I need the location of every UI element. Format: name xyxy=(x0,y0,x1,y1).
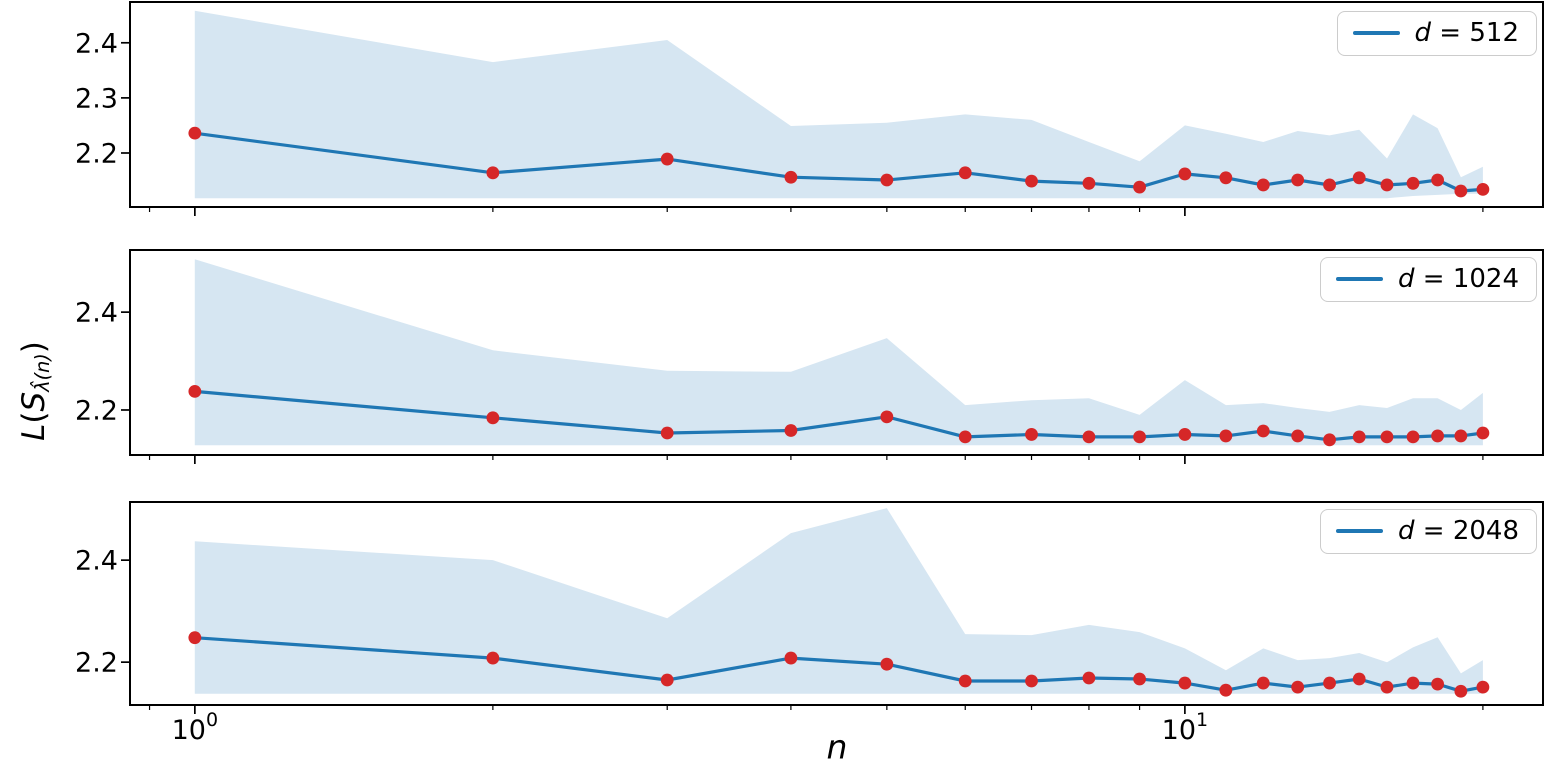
ylabel-close-paren: ) xyxy=(16,341,52,354)
x-axis-label: n xyxy=(827,728,848,767)
legend-label: d = 1024 xyxy=(1398,264,1519,294)
svg-text:2.2: 2.2 xyxy=(75,648,118,679)
svg-text:101: 101 xyxy=(1162,709,1208,746)
svg-text:2.4: 2.4 xyxy=(75,28,118,59)
legend-label: d = 512 xyxy=(1415,18,1519,48)
legend-line-sample xyxy=(1352,31,1400,35)
svg-text:2.4: 2.4 xyxy=(75,546,118,577)
svg-text:2.3: 2.3 xyxy=(75,83,118,114)
legend-var: d xyxy=(1397,264,1415,294)
legend-sep: = xyxy=(1414,264,1453,294)
x-axis-label-text: n xyxy=(826,727,848,767)
legend-d2048: d = 2048 xyxy=(1319,509,1537,554)
legend-var: d xyxy=(1414,18,1432,48)
svg-text:2.2: 2.2 xyxy=(75,395,118,426)
legend-d512: d = 512 xyxy=(1336,11,1537,56)
legend-value: 1024 xyxy=(1452,264,1519,294)
legend-line-sample xyxy=(1335,277,1383,281)
svg-text:2.2: 2.2 xyxy=(75,138,118,169)
svg-text:100: 100 xyxy=(172,709,218,746)
legend-var: d xyxy=(1397,516,1415,546)
ylabel-open-paren: ( xyxy=(16,411,52,424)
legend-sep: = xyxy=(1431,18,1470,48)
svg-text:2.4: 2.4 xyxy=(75,298,118,329)
ylabel-S: S xyxy=(16,391,52,412)
legend-label: d = 2048 xyxy=(1398,516,1519,546)
y-axis-label: L(Sλ̂(n)) xyxy=(16,341,54,441)
ylabel-subscript: λ̂(n) xyxy=(30,353,54,392)
legend-sep: = xyxy=(1414,516,1453,546)
legend-value: 512 xyxy=(1469,18,1519,48)
legend-line-sample xyxy=(1335,529,1383,533)
legend-value: 2048 xyxy=(1452,516,1519,546)
ylabel-L: L xyxy=(16,423,52,441)
legend-d1024: d = 1024 xyxy=(1319,257,1537,302)
